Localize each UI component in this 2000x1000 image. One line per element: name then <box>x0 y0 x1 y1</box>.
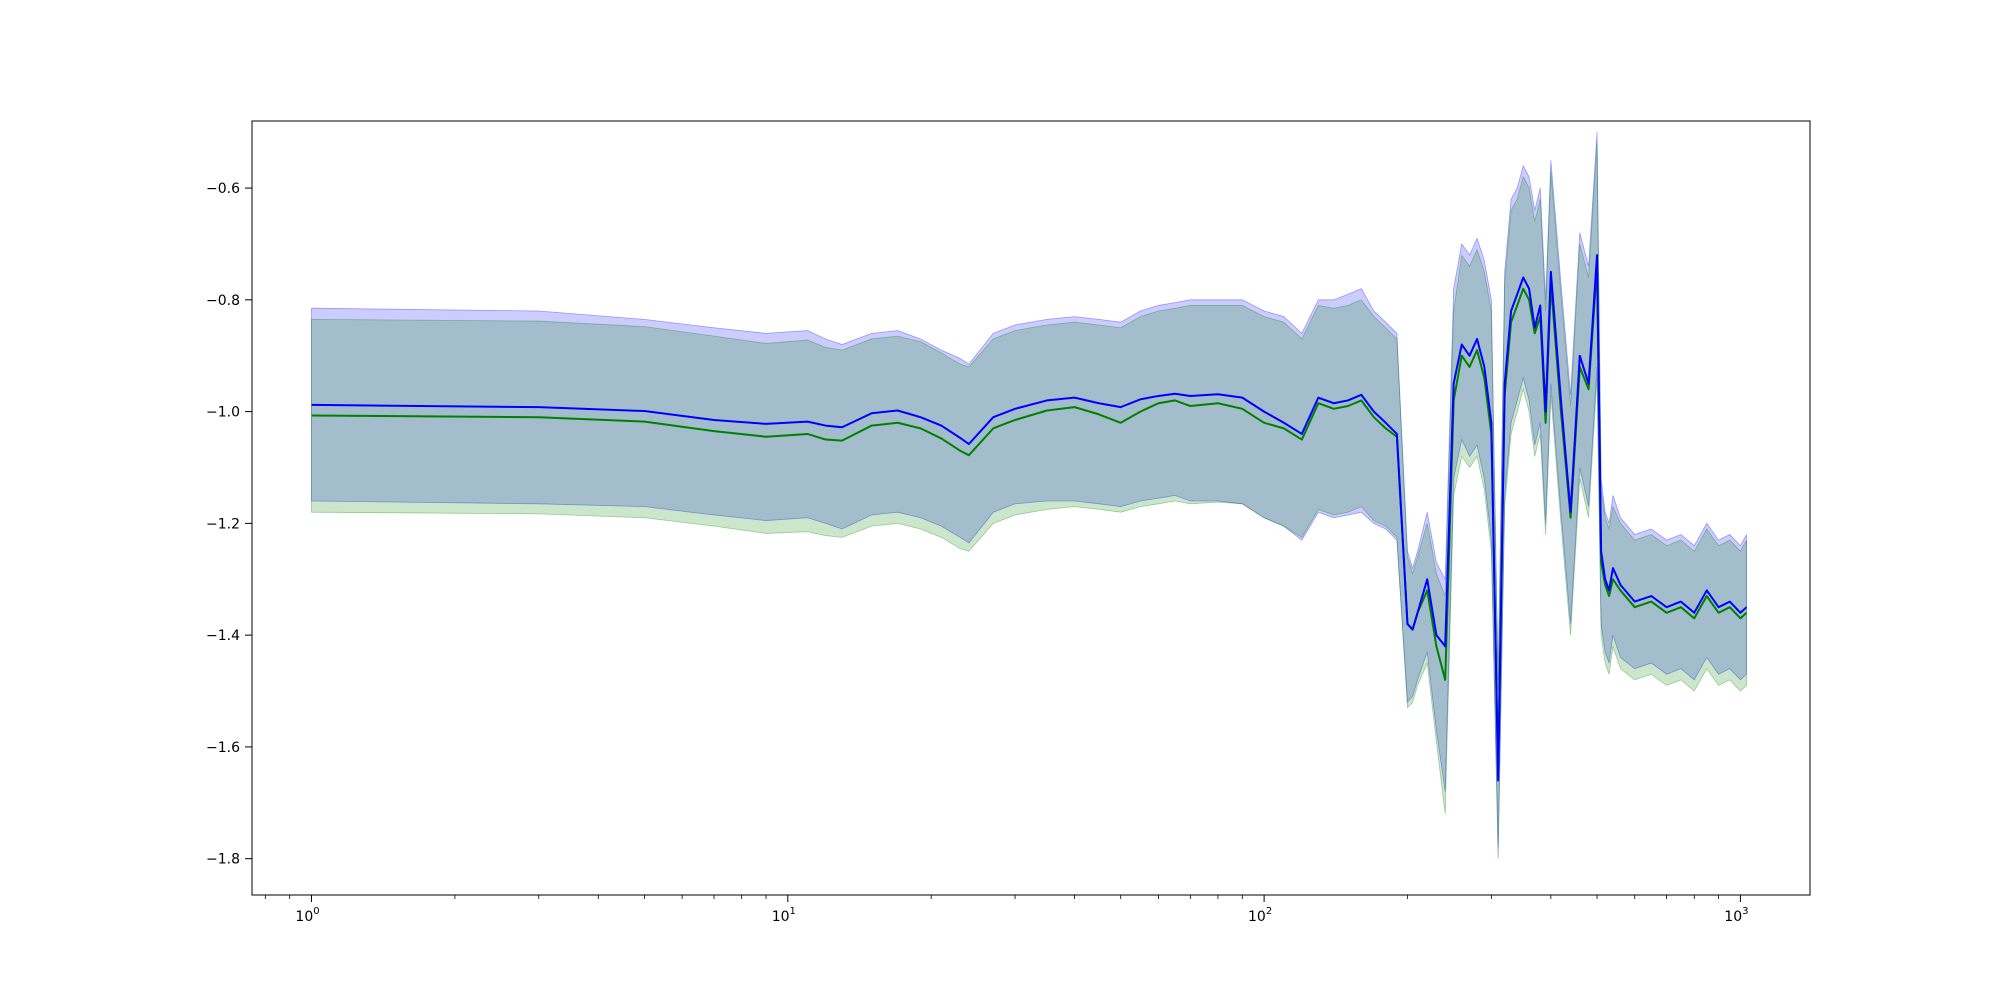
series-lines <box>311 254 1748 782</box>
x-tick-label: 102 <box>1248 906 1272 925</box>
y-tick-label: −0.6 <box>206 181 240 197</box>
y-tick-label: −1.6 <box>206 740 240 756</box>
y-tick-label: −0.8 <box>206 293 240 309</box>
x-tick-label: 101 <box>772 906 796 925</box>
y-tick-label: −1.8 <box>206 852 240 868</box>
series-0-line <box>311 254 1748 782</box>
series-1-line <box>311 265 1748 771</box>
y-axis-ticks: −0.6 −0.8 −1.0 −1.2 −1.4 −1.6 −1.8 <box>206 181 252 868</box>
series-0-band <box>311 132 1747 859</box>
axes-frame <box>251 120 1811 896</box>
y-tick-label: −1.0 <box>206 405 240 421</box>
x-axis-ticks: 100 101 102 103 <box>264 895 1749 925</box>
series-1-band <box>311 143 1747 848</box>
x-tick-label: 103 <box>1724 906 1748 925</box>
x-tick-label: 100 <box>295 906 319 925</box>
y-tick-label: −1.4 <box>206 628 240 644</box>
confidence-bands <box>311 132 1747 859</box>
y-tick-label: −1.2 <box>206 516 240 532</box>
